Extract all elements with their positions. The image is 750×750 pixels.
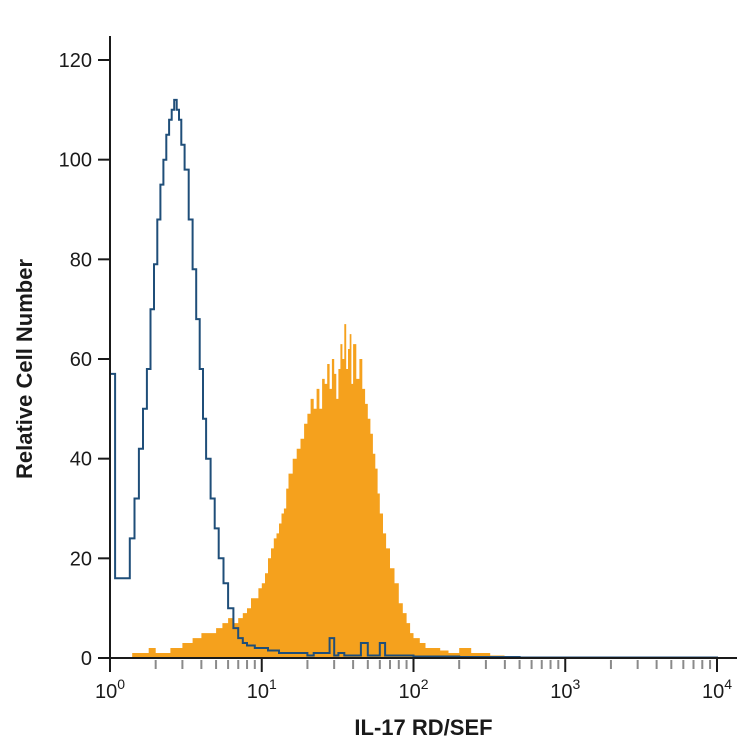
y-tick-label: 120 (59, 50, 92, 72)
histogram-outline-series (110, 98, 720, 659)
x-tick-label: 102 (398, 676, 428, 703)
x-tick-label: 101 (247, 676, 277, 703)
y-tick-label: 100 (59, 150, 92, 172)
series-layer (110, 98, 720, 659)
histogram-filled-series (132, 324, 505, 658)
y-tick-label: 80 (70, 249, 92, 271)
x-tick-label: 104 (702, 676, 732, 703)
y-tick-label: 60 (70, 349, 92, 371)
y-tick-label: 20 (70, 548, 92, 570)
plot-area: 0 20 40 60 80 100 120 100 101 102 103 104 (59, 36, 737, 703)
y-tick-label: 0 (81, 648, 92, 670)
x-axis-ticks: 100 101 102 103 104 (95, 658, 732, 703)
x-axis-title: IL-17 RD/SEF (354, 715, 492, 740)
x-tick-label: 103 (550, 676, 580, 703)
y-axis-ticks: 0 20 40 60 80 100 120 (59, 50, 110, 670)
x-tick-label: 100 (95, 676, 125, 703)
y-axis-title: Relative Cell Number (12, 259, 37, 480)
y-tick-label: 40 (70, 449, 92, 471)
axes-layer: 0 20 40 60 80 100 120 100 101 102 103 104 (59, 36, 737, 703)
